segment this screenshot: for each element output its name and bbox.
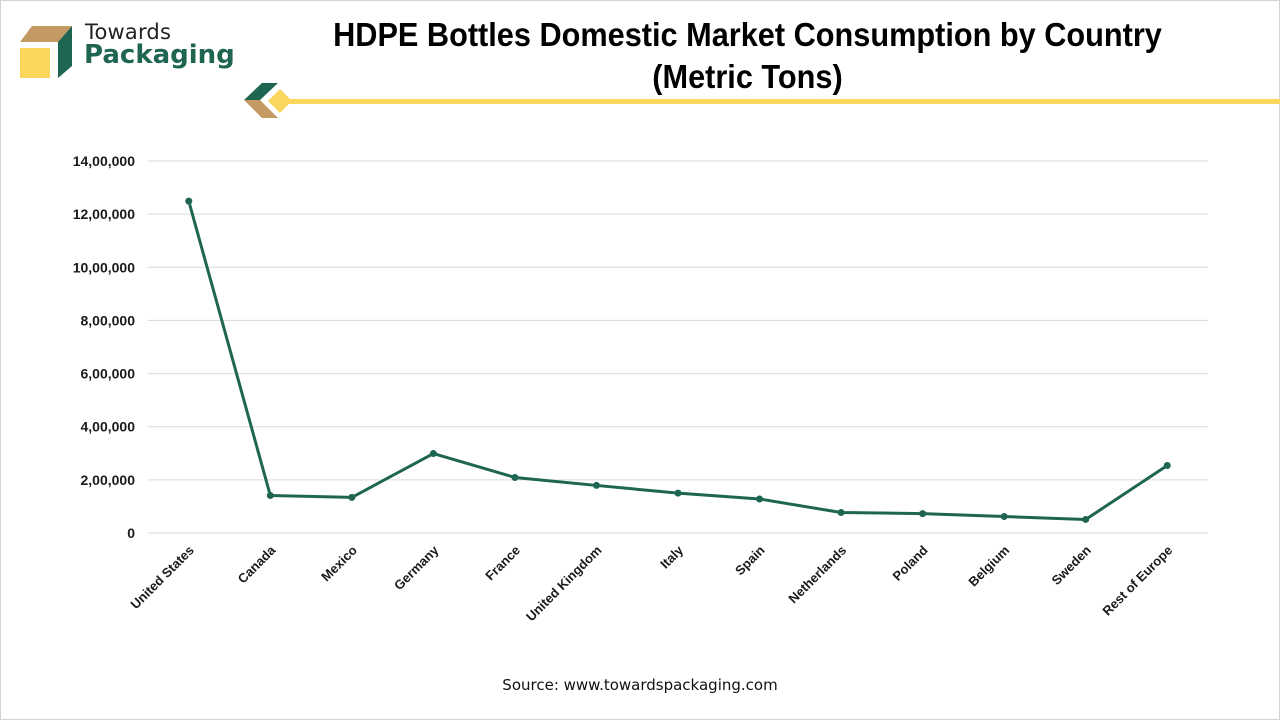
x-tick-label: Canada <box>235 542 279 586</box>
data-point-sweden <box>1082 515 1090 523</box>
x-tick-label: Mexico <box>318 542 360 584</box>
towards-packaging-logo: Towards Packaging <box>18 20 238 82</box>
y-tick-label: 0 <box>127 525 135 541</box>
data-point-mexico <box>348 493 356 501</box>
data-point-france <box>511 473 519 481</box>
chart-title-line-1: HDPE Bottles Domestic Market Consumption… <box>333 16 1162 53</box>
x-tick-label: Germany <box>391 542 442 593</box>
logo-text-towards: Towards <box>85 20 172 44</box>
y-tick-label: 6,00,000 <box>81 366 136 382</box>
deco-tan-chevron-icon <box>244 100 278 118</box>
x-tick-label: United Kingdom <box>523 543 605 625</box>
deco-yellow-diamond-icon <box>268 89 292 113</box>
logo-text-packaging: Packaging <box>84 40 235 70</box>
title-underline-decoration <box>244 83 1280 118</box>
x-tick-label: Netherlands <box>785 543 849 607</box>
deco-yellow-rule <box>288 99 1280 104</box>
x-tick-label: Rest of Europe <box>1099 543 1175 619</box>
box-top-face <box>20 26 72 42</box>
data-point-italy <box>674 489 682 497</box>
x-tick-label: Spain <box>732 542 768 578</box>
y-tick-label: 4,00,000 <box>81 419 136 435</box>
x-tick-label: Poland <box>889 542 930 583</box>
line-chart: 0 2,00,000 4,00,000 6,00,000 8,00,000 10,00,0… <box>73 153 1208 624</box>
x-tick-label: France <box>482 543 523 584</box>
y-axis-tick-labels: 0 2,00,000 4,00,000 6,00,000 8,00,000 10,00,0… <box>73 153 136 541</box>
chart-title: HDPE Bottles Domestic Market Consumption… <box>266 14 1229 98</box>
x-tick-label: Sweden <box>1048 542 1093 587</box>
data-point-rest-of-europe <box>1163 462 1171 470</box>
box-front-face <box>20 48 50 78</box>
data-point-germany <box>429 450 437 458</box>
x-tick-label: Belgium <box>965 543 1012 590</box>
y-tick-label: 8,00,000 <box>81 312 136 328</box>
data-point-united-kingdom <box>592 481 600 489</box>
x-tick-label: United States <box>128 543 197 612</box>
y-tick-label: 2,00,000 <box>81 472 136 488</box>
data-point-belgium <box>1000 513 1008 521</box>
gridlines <box>148 160 1208 534</box>
series-consumption <box>185 197 1171 523</box>
series-line <box>187 200 1169 521</box>
data-point-united-states <box>185 197 193 205</box>
y-tick-label: 10,00,000 <box>73 259 135 275</box>
y-tick-label: 12,00,000 <box>73 206 135 222</box>
box-logo-icon <box>20 26 72 78</box>
data-point-poland <box>919 510 927 518</box>
x-axis-tick-labels: United States Canada Mexico Germany France Un… <box>128 542 1176 624</box>
data-point-canada <box>266 492 274 500</box>
data-point-netherlands <box>837 509 845 517</box>
box-side-face <box>58 26 72 78</box>
deco-green-chevron-icon <box>244 83 278 100</box>
data-point-spain <box>756 495 764 503</box>
chart-title-line-2: (Metric Tons) <box>652 58 843 95</box>
source-note: Source: www.towardspackaging.com <box>502 676 778 694</box>
x-tick-label: Italy <box>657 542 687 572</box>
y-tick-label: 14,00,000 <box>73 153 135 169</box>
